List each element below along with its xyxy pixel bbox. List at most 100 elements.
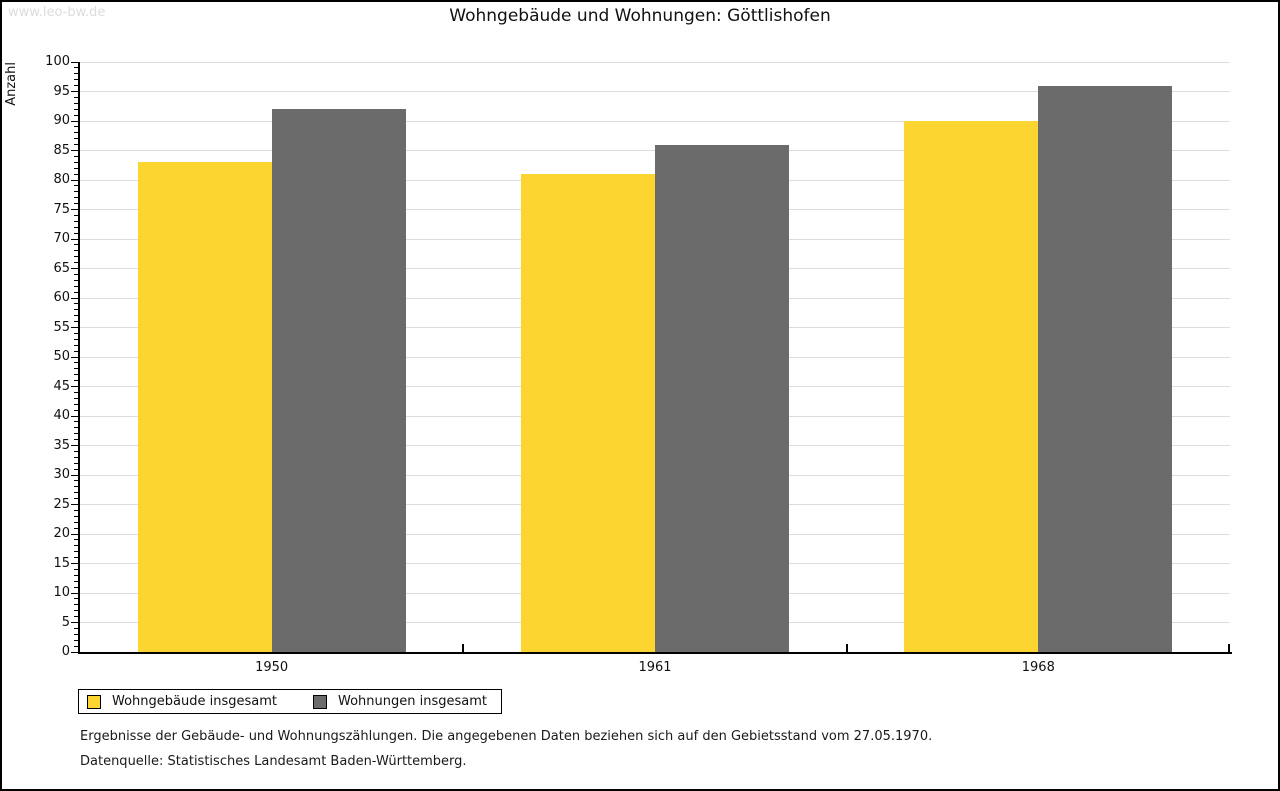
y-minor-tick bbox=[74, 580, 78, 582]
y-minor-tick bbox=[74, 226, 78, 228]
y-minor-tick bbox=[74, 421, 78, 423]
y-minor-tick bbox=[74, 114, 78, 116]
y-minor-tick bbox=[74, 244, 78, 246]
y-minor-tick bbox=[74, 338, 78, 340]
bar-1961-wohngebaeude bbox=[520, 174, 655, 652]
y-major-tick bbox=[71, 179, 78, 181]
y-minor-tick bbox=[74, 633, 78, 635]
y-minor-tick bbox=[74, 262, 78, 264]
y-minor-tick bbox=[74, 551, 78, 553]
y-minor-tick bbox=[74, 515, 78, 517]
y-minor-tick bbox=[74, 368, 78, 370]
y-minor-tick bbox=[74, 462, 78, 464]
y-tick-label: 20 bbox=[53, 526, 70, 541]
y-minor-tick bbox=[74, 527, 78, 529]
y-tick-label: 70 bbox=[53, 231, 70, 246]
bar-1968-wohngebaeude bbox=[904, 121, 1039, 652]
y-minor-tick bbox=[74, 315, 78, 317]
y-major-tick bbox=[71, 622, 78, 623]
y-tick-label: 25 bbox=[53, 496, 70, 512]
watermark: www.leo-bw.de bbox=[8, 5, 106, 20]
y-minor-tick bbox=[74, 391, 78, 393]
y-major-tick bbox=[71, 415, 78, 417]
x-end-tick bbox=[1228, 644, 1230, 652]
y-major-tick bbox=[71, 592, 78, 594]
gridline bbox=[80, 61, 1230, 63]
y-major-tick bbox=[71, 209, 78, 210]
y-minor-tick bbox=[74, 161, 78, 163]
y-minor-tick bbox=[74, 321, 78, 323]
y-minor-tick bbox=[74, 598, 78, 600]
y-minor-tick bbox=[74, 545, 78, 547]
y-minor-tick bbox=[74, 380, 78, 382]
y-major-tick bbox=[71, 356, 78, 358]
y-major-tick bbox=[71, 327, 78, 328]
y-tick-label: 90 bbox=[53, 113, 70, 128]
y-minor-tick bbox=[74, 521, 78, 523]
y-major-tick bbox=[71, 238, 78, 240]
y-tick-label: 15 bbox=[53, 555, 70, 571]
y-minor-tick bbox=[74, 67, 78, 69]
y-minor-tick bbox=[74, 374, 78, 376]
y-minor-tick bbox=[74, 604, 78, 606]
y-minor-tick bbox=[74, 574, 78, 576]
y-major-tick bbox=[71, 533, 78, 535]
y-tick-label: 75 bbox=[53, 201, 70, 217]
y-minor-tick bbox=[74, 173, 78, 175]
y-minor-tick bbox=[74, 568, 78, 570]
y-major-tick bbox=[71, 445, 78, 446]
y-minor-tick bbox=[74, 409, 78, 411]
y-minor-tick bbox=[74, 167, 78, 169]
y-minor-tick bbox=[74, 232, 78, 234]
bar-1950-wohnungen bbox=[271, 109, 406, 652]
y-major-tick bbox=[71, 563, 78, 564]
y-tick-label: 95 bbox=[53, 83, 70, 99]
y-minor-tick bbox=[74, 220, 78, 222]
bar-1968-wohnungen bbox=[1038, 85, 1173, 652]
legend-label: Wohngebäude insgesamt bbox=[112, 694, 277, 709]
y-tick-label: 65 bbox=[53, 260, 70, 276]
y-minor-tick bbox=[74, 256, 78, 258]
footnote-datasource: Datenquelle: Statistisches Landesamt Bad… bbox=[80, 754, 467, 769]
y-tick-label: 0 bbox=[61, 644, 70, 659]
y-minor-tick bbox=[74, 586, 78, 588]
legend-swatch-gray bbox=[313, 694, 327, 709]
y-minor-tick bbox=[74, 102, 78, 104]
y-tick-label: 85 bbox=[53, 142, 70, 158]
y-minor-tick bbox=[74, 279, 78, 281]
y-tick-label: 40 bbox=[53, 408, 70, 423]
y-tick-label: 45 bbox=[53, 378, 70, 394]
footnote-source-info: Ergebnisse der Gebäude- und Wohnungszähl… bbox=[80, 729, 933, 744]
y-minor-tick bbox=[74, 108, 78, 110]
y-minor-tick bbox=[74, 197, 78, 199]
y-minor-tick bbox=[74, 439, 78, 441]
gridline bbox=[80, 120, 1230, 122]
y-tick-label: 55 bbox=[53, 319, 70, 335]
y-tick-label: 80 bbox=[53, 172, 70, 187]
legend-label: Wohnungen insgesamt bbox=[338, 694, 487, 709]
y-minor-tick bbox=[74, 450, 78, 452]
y-minor-tick bbox=[74, 480, 78, 482]
gridline bbox=[80, 91, 1230, 92]
y-minor-tick bbox=[74, 126, 78, 128]
y-minor-tick bbox=[74, 214, 78, 216]
legend-entry-wohnungen: Wohnungen insgesamt bbox=[313, 694, 487, 709]
y-minor-tick bbox=[74, 303, 78, 305]
y-minor-tick bbox=[74, 610, 78, 612]
y-minor-tick bbox=[74, 486, 78, 488]
bar-1950-wohngebaeude bbox=[137, 162, 272, 652]
y-major-tick bbox=[71, 61, 78, 63]
y-major-tick bbox=[71, 386, 78, 387]
x-boundary-tick bbox=[845, 644, 848, 652]
y-minor-tick bbox=[74, 203, 78, 205]
x-axis-line bbox=[78, 652, 1232, 654]
y-major-tick bbox=[71, 474, 78, 476]
y-minor-tick bbox=[74, 427, 78, 429]
y-minor-tick bbox=[74, 433, 78, 435]
y-minor-tick bbox=[74, 79, 78, 81]
y-minor-tick bbox=[74, 557, 78, 559]
y-major-tick bbox=[71, 91, 78, 92]
y-minor-tick bbox=[74, 85, 78, 87]
y-minor-tick bbox=[74, 96, 78, 98]
